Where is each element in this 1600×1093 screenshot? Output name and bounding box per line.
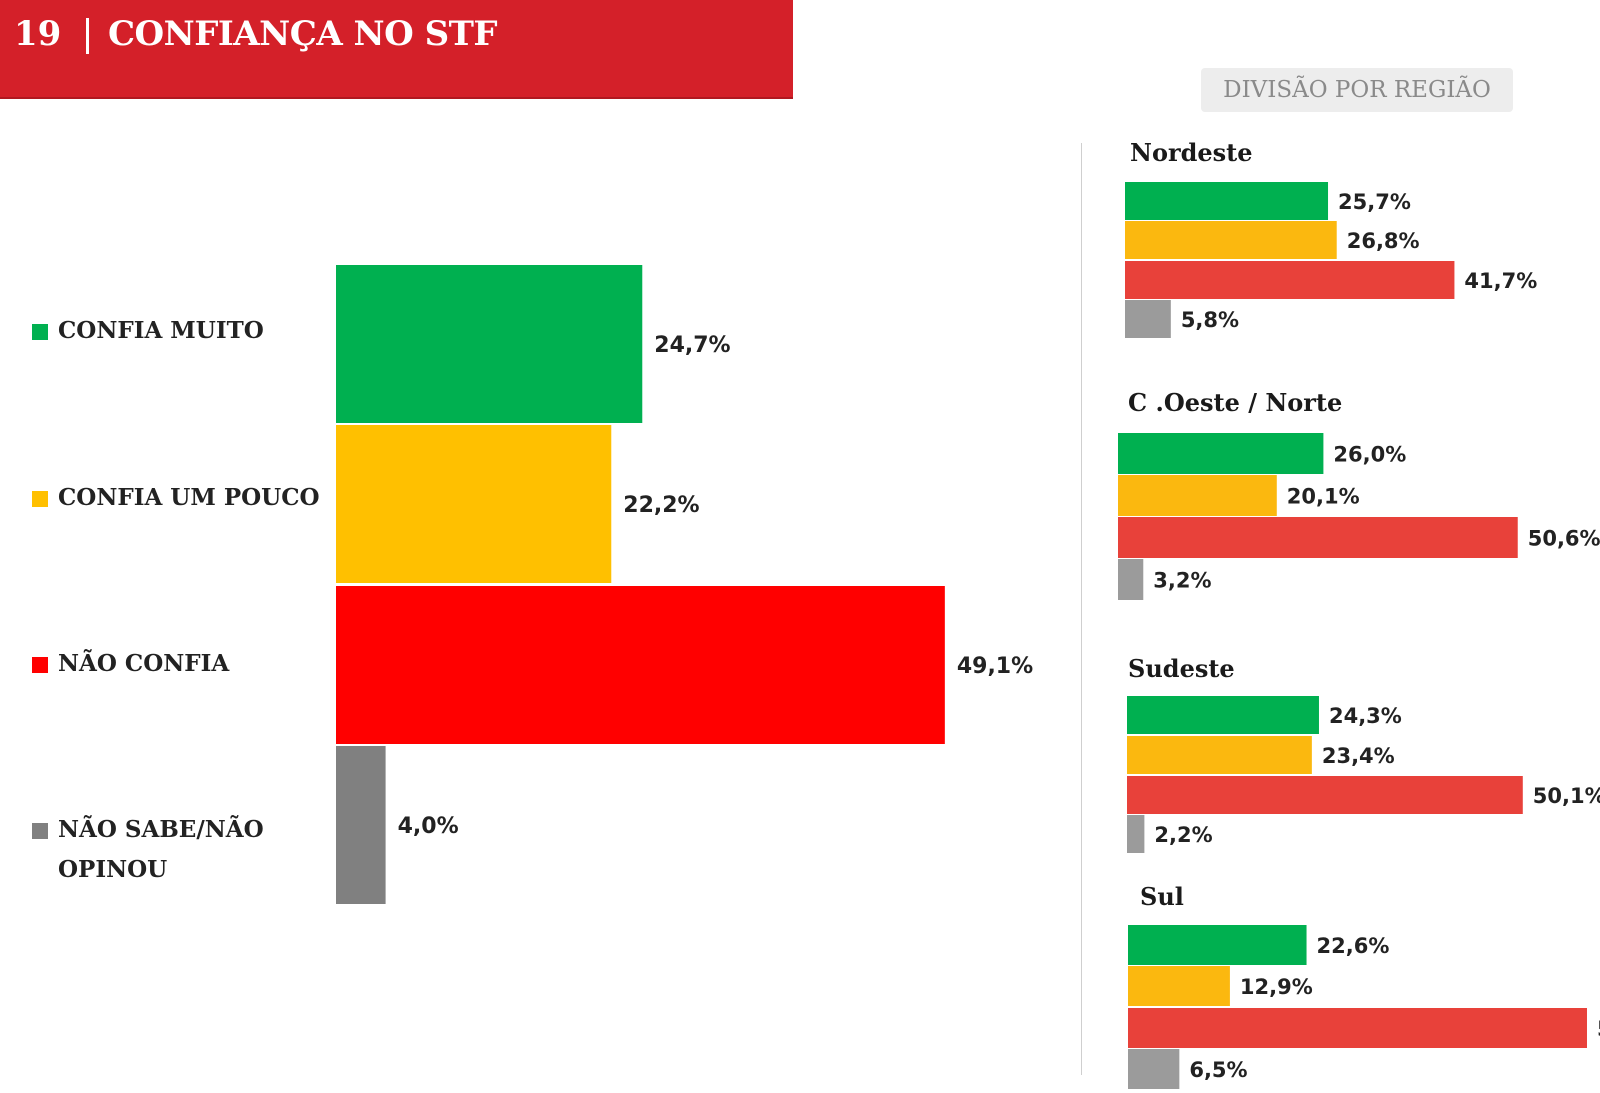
data-label: 50,1% (1533, 784, 1600, 808)
main-bar-chart: 24,7% 22,2% 49,1% 4,0% (336, 265, 1033, 904)
region-title-sudeste: Sudeste (1128, 654, 1235, 683)
bar (1127, 736, 1312, 774)
region-title-coeste-norte: C .Oeste / Norte (1128, 388, 1343, 417)
bar (1118, 517, 1518, 558)
data-label: 5,8% (1181, 308, 1239, 332)
region-title-sul: Sul (1140, 882, 1184, 911)
bar (1127, 776, 1523, 814)
data-label: 50,6% (1528, 527, 1600, 551)
data-label: 20,1% (1287, 485, 1360, 509)
page-number: 19 (14, 14, 62, 54)
legend-label: CONFIA MUITO (58, 317, 264, 344)
data-label: 6,5% (1189, 1058, 1247, 1082)
data-label: 49,1% (957, 654, 1033, 679)
bar (1127, 696, 1319, 734)
legend-swatch-yellow (32, 491, 48, 507)
data-label: 23,4% (1322, 744, 1395, 768)
data-label: 26,8% (1347, 229, 1420, 253)
legend-swatch-green (32, 324, 48, 340)
bar (336, 265, 643, 423)
data-label: 24,3% (1329, 704, 1402, 728)
bar (1128, 966, 1230, 1006)
data-label: 26,0% (1333, 443, 1406, 467)
legend-item-confia-um-pouco: CONFIA UM POUCO (32, 478, 320, 518)
header-divider (86, 18, 89, 54)
bar (1125, 261, 1455, 299)
region-division-badge: DIVISÃO POR REGIÃO (1201, 68, 1513, 112)
bar (1128, 1049, 1180, 1089)
bar (1118, 559, 1144, 600)
page-title: CONFIANÇA NO STF (108, 14, 498, 54)
data-label: 4,0% (398, 814, 459, 839)
vertical-divider (1081, 143, 1082, 1075)
legend-label: NÃO CONFIA (58, 650, 230, 677)
legend-label: NÃO SABE/NÃO (58, 816, 264, 843)
data-label: 24,7% (654, 333, 730, 358)
page-header: 19 CONFIANÇA NO STF (0, 0, 793, 99)
region-title-nordeste: Nordeste (1130, 138, 1253, 167)
data-label: 12,9% (1240, 975, 1313, 999)
bar (336, 746, 386, 904)
bar (1125, 182, 1329, 220)
data-label: 22,2% (623, 493, 699, 518)
legend-swatch-gray (32, 823, 48, 839)
bar (336, 425, 612, 583)
bar (1127, 815, 1145, 853)
legend-item-nao-sabe: NÃO SABE/NÃO OPINOU (32, 810, 264, 890)
data-label: 41,7% (1464, 269, 1537, 293)
data-label: 25,7% (1338, 190, 1411, 214)
bar (1125, 221, 1337, 259)
data-label: 3,2% (1153, 569, 1211, 593)
bar (1128, 925, 1307, 965)
legend-item-nao-confia: NÃO CONFIA (32, 644, 229, 684)
data-label: 22,6% (1317, 934, 1390, 958)
legend-label-line2: OPINOU (58, 856, 168, 883)
bar (1118, 433, 1324, 474)
bar (336, 586, 945, 744)
bar (1125, 300, 1171, 338)
bar (1118, 475, 1277, 516)
legend-item-confia-muito: CONFIA MUITO (32, 311, 264, 351)
data-label: 58,1% (1597, 1017, 1600, 1041)
legend-label: CONFIA UM POUCO (58, 484, 320, 511)
bar (1128, 1008, 1587, 1048)
regional-bar-charts: 25,7% 26,8% 41,7% 5,8% 26,0% 20,1% 50,6% 3,2% 24… (1118, 182, 1600, 1089)
legend-swatch-red (32, 657, 48, 673)
data-label: 2,2% (1154, 823, 1212, 847)
